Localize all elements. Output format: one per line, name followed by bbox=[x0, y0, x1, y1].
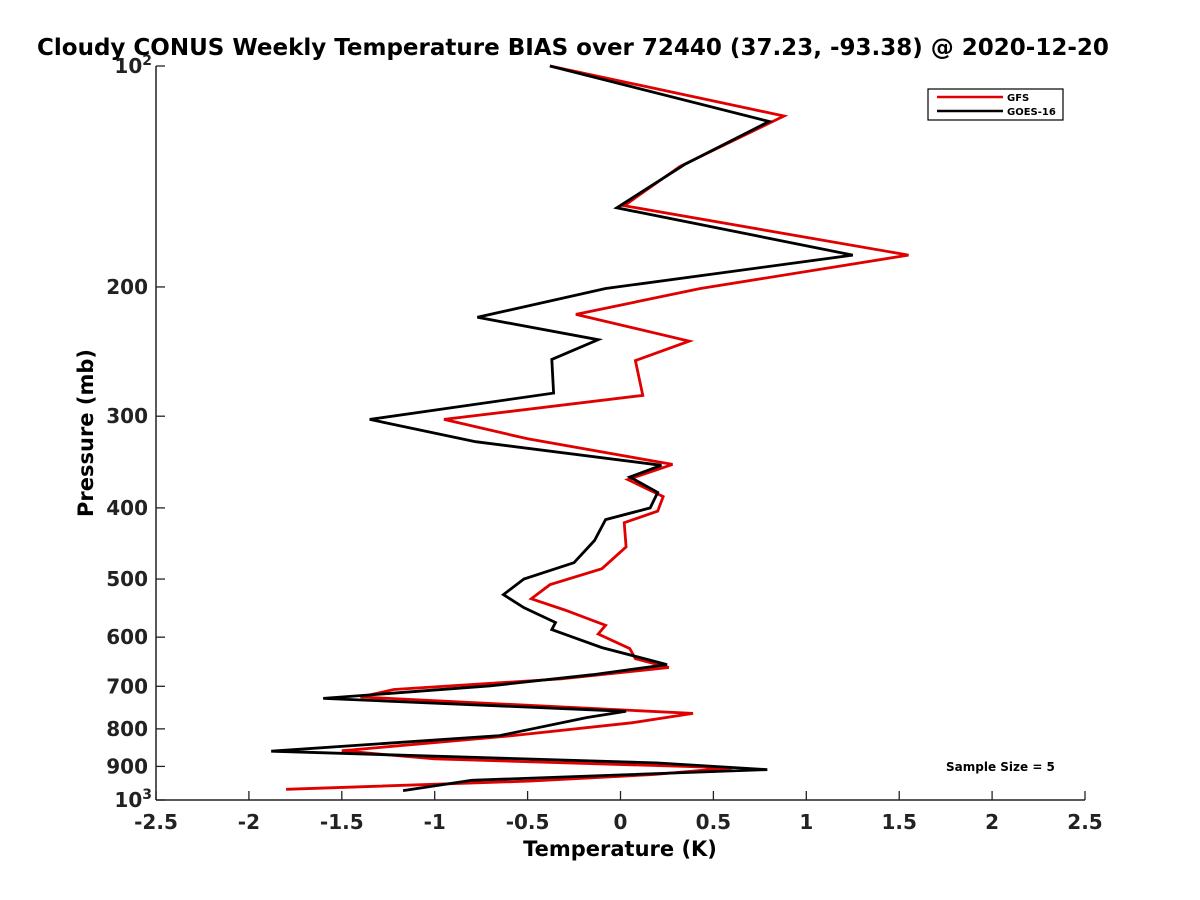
y-tick-label: 300 bbox=[106, 404, 148, 428]
x-tick-label: 2 bbox=[985, 810, 999, 834]
x-tick-label: -1.5 bbox=[320, 810, 364, 834]
y-tick-label: 600 bbox=[106, 625, 148, 649]
plot-axes: -2.5 -2 -1.5 -1 -0.5 0 0.5 1 1.5 2 2.5102200300400… bbox=[106, 53, 1102, 834]
x-tick-label: -0.5 bbox=[506, 810, 550, 834]
series-line-gfs bbox=[286, 64, 909, 791]
x-tick-label: -2 bbox=[238, 810, 260, 834]
y-tick-label: 800 bbox=[106, 717, 148, 741]
y-tick-label: 900 bbox=[106, 754, 148, 778]
legend-box bbox=[927, 88, 1064, 121]
series-line-goes-16 bbox=[271, 64, 854, 792]
y-axis-label: Pressure (mb) bbox=[74, 349, 98, 517]
y-tick-label: 400 bbox=[106, 496, 148, 520]
series-layer bbox=[271, 64, 909, 792]
y-tick-label: 700 bbox=[106, 674, 148, 698]
x-tick-label: 0.5 bbox=[696, 810, 731, 834]
y-tick-label: 500 bbox=[106, 567, 148, 591]
x-tick-label: 1.5 bbox=[881, 810, 916, 834]
x-axis-label: Temperature (K) bbox=[523, 837, 717, 861]
x-tick-label: 1 bbox=[799, 810, 813, 834]
y-tick-label: 200 bbox=[106, 275, 148, 299]
x-tick-label: -2.5 bbox=[134, 810, 178, 834]
legend-label-goes-16: GOES-16 bbox=[1007, 107, 1056, 118]
x-tick-label: 2.5 bbox=[1067, 810, 1102, 834]
legend: GFS GOES-16 bbox=[927, 88, 1064, 121]
x-tick-label: -1 bbox=[424, 810, 446, 834]
x-tick-label: 0 bbox=[614, 810, 628, 834]
legend-label-gfs: GFS bbox=[1007, 93, 1029, 104]
sample-size-annotation: Sample Size = 5 bbox=[946, 760, 1055, 774]
chart-title: Cloudy CONUS Weekly Temperature BIAS ove… bbox=[37, 35, 1109, 61]
